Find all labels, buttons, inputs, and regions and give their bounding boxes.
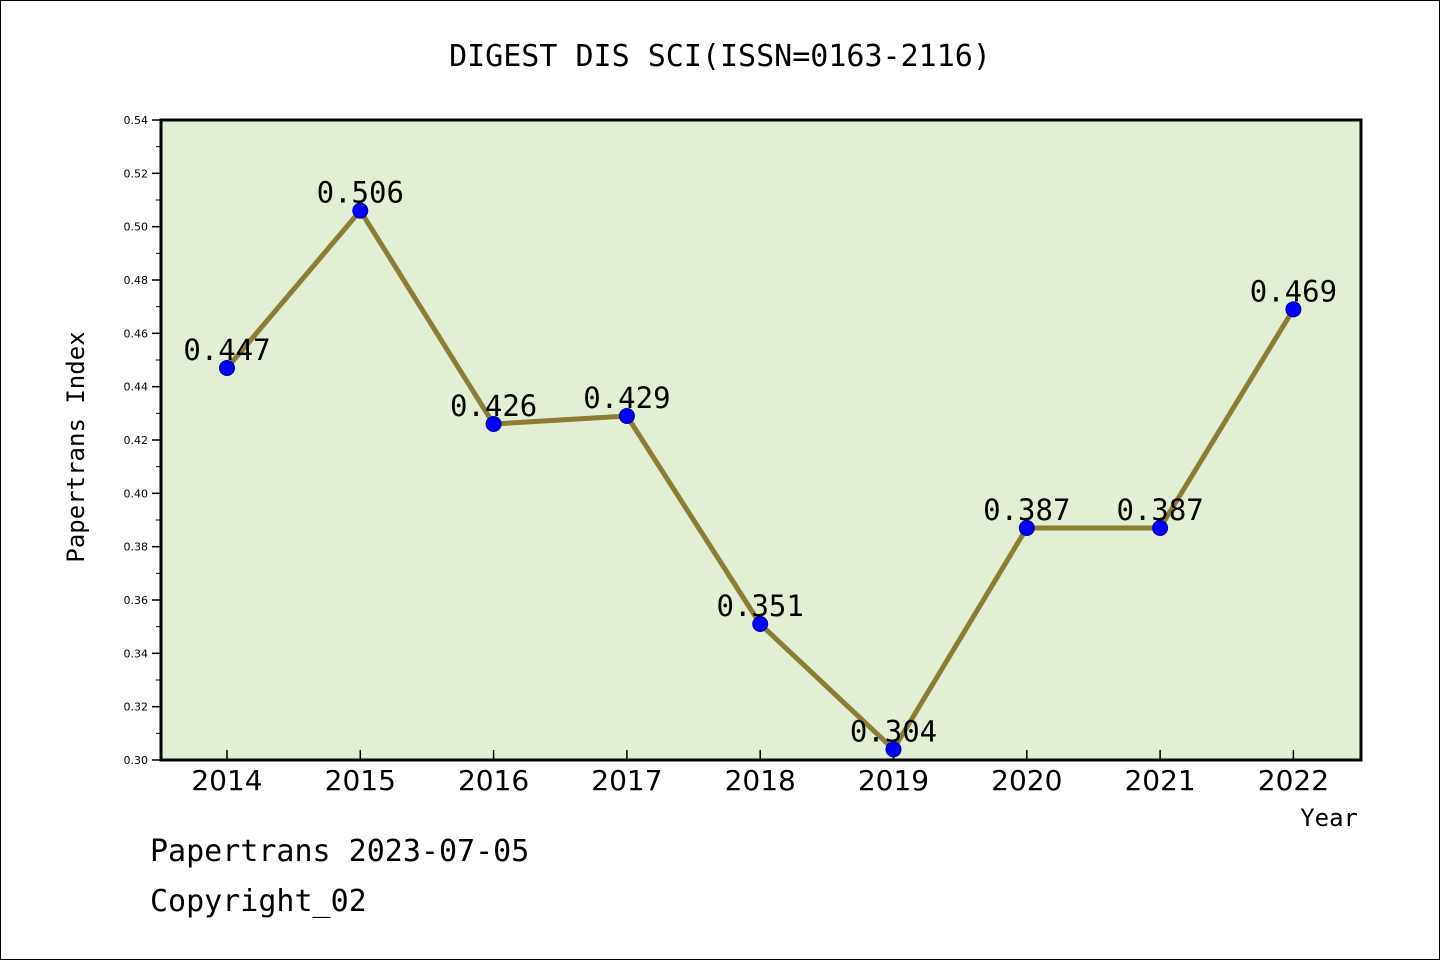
data-label-2022: 0.469 <box>1250 274 1337 308</box>
y-tick-label: 0.46 <box>124 327 149 340</box>
data-label-2017: 0.429 <box>583 381 670 415</box>
data-label-2018: 0.351 <box>717 589 804 623</box>
x-axis-label: Year <box>1300 804 1358 832</box>
data-point-2021 <box>1152 520 1169 536</box>
data-label-2021: 0.387 <box>1116 493 1203 527</box>
y-tick-label: 0.38 <box>124 541 149 554</box>
y-tick-label: 0.30 <box>124 754 149 767</box>
data-point-2015 <box>352 202 369 219</box>
y-tick-label: 0.40 <box>124 487 149 500</box>
data-point-2019 <box>885 741 902 758</box>
y-tick-label: 0.50 <box>124 221 149 234</box>
x-tick-label-2021: 2021 <box>1124 764 1195 797</box>
data-point-2016 <box>485 416 502 432</box>
data-label-2019: 0.304 <box>850 714 937 748</box>
x-axis: 2014 2015 2016 2017 2018 2019 2020 2021 2022 <box>191 750 1329 797</box>
data-point-2022 <box>1285 301 1302 318</box>
x-tick-label-2016: 2016 <box>458 764 529 797</box>
data-point-2017 <box>618 408 635 424</box>
data-label-2016: 0.426 <box>450 389 537 423</box>
x-tick-label-2014: 2014 <box>191 764 262 797</box>
footer-copyright: Copyright_02 <box>150 884 367 919</box>
y-tick-label: 0.42 <box>124 434 149 447</box>
x-tick-label-2020: 2020 <box>991 764 1062 797</box>
x-tick-label-2019: 2019 <box>858 764 929 797</box>
y-axis: 0.30 0.32 0.34 0.36 0.38 0.40 0.42 0.44 0.46 0.48… <box>124 114 161 767</box>
x-tick-label-2018: 2018 <box>725 764 796 797</box>
y-axis-label: Papertrans Index <box>62 331 90 562</box>
plot-area <box>161 120 1361 760</box>
y-tick-label: 0.32 <box>124 701 149 714</box>
y-tick-label: 0.36 <box>124 594 149 607</box>
plot-border <box>159 118 1363 762</box>
data-point-2020 <box>1018 520 1035 536</box>
y-tick-label: 0.54 <box>124 114 149 127</box>
footer-date: Papertrans 2023-07-05 <box>150 834 530 869</box>
x-tick-label-2015: 2015 <box>325 764 396 797</box>
data-label-2014: 0.447 <box>183 333 270 367</box>
data-label-2020: 0.387 <box>983 493 1070 527</box>
x-tick-label-2022: 2022 <box>1258 764 1329 797</box>
x-tick-label-2017: 2017 <box>591 764 662 797</box>
data-point-2018 <box>752 616 769 632</box>
y-tick-label: 0.44 <box>124 381 149 394</box>
y-tick-label: 0.52 <box>124 167 149 180</box>
series-markers <box>219 202 1302 758</box>
data-point-2014 <box>219 360 235 376</box>
chart-title: DIGEST DIS SCI(ISSN=0163-2116) <box>449 39 991 74</box>
y-tick-label: 0.48 <box>124 274 149 287</box>
y-tick-label: 0.34 <box>124 647 149 660</box>
data-labels: 0.447 0.506 0.426 0.429 0.351 0.304 0.387 0.387… <box>183 176 1337 749</box>
data-label-2015: 0.506 <box>317 176 404 210</box>
